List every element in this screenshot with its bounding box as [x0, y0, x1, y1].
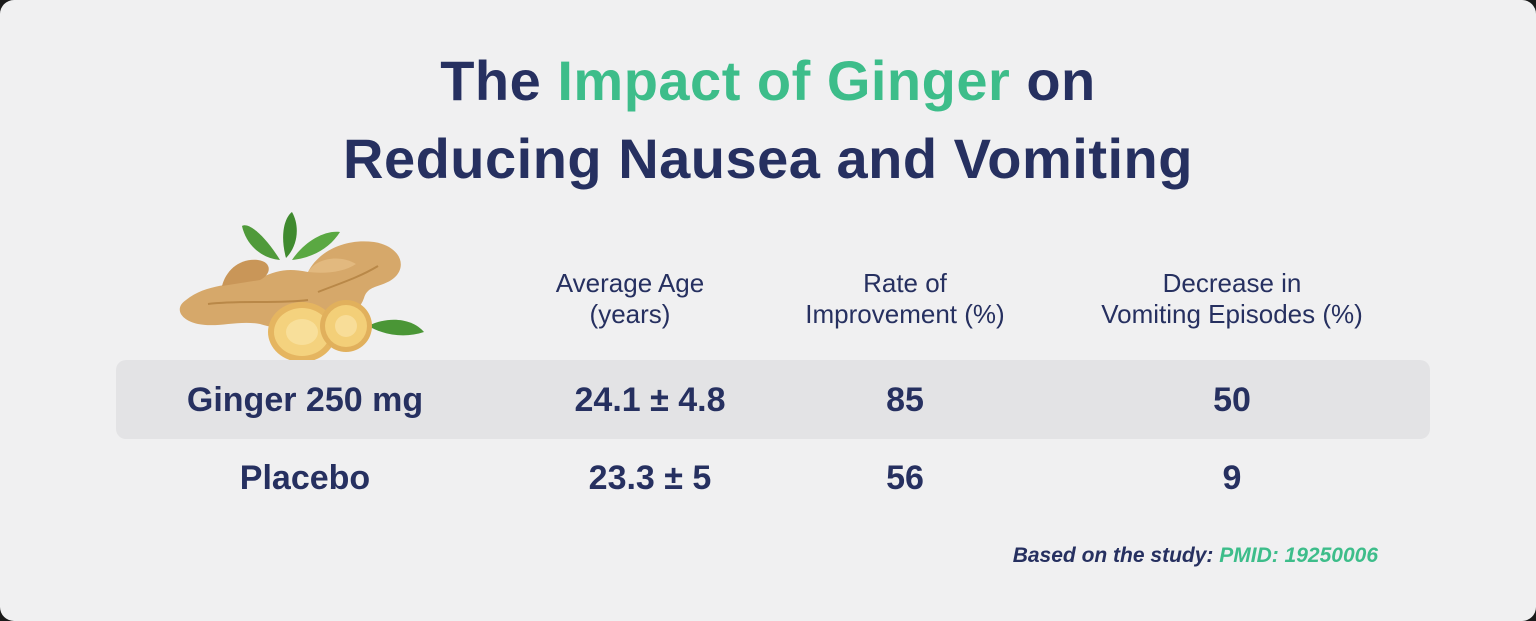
title-accent: Impact of Ginger: [557, 49, 1011, 112]
title-line-1: The Impact of Ginger on: [0, 46, 1536, 116]
column-header-line: (years): [589, 299, 671, 329]
column-header-rate-of-improvement: Rate of Improvement (%): [770, 268, 1040, 330]
footnote-prefix: Based on the study:: [1012, 544, 1220, 567]
ginger-root-image: [179, 212, 424, 362]
cell-ginger-decrease-vomiting: 50: [1213, 381, 1251, 419]
column-header-line: Average Age: [555, 268, 705, 298]
column-header-line: Vomiting Episodes (%): [1101, 299, 1363, 329]
column-header-line: Decrease in: [1162, 268, 1302, 298]
cell-placebo-average-age: 23.3 ± 5: [588, 459, 712, 497]
cell-ginger-rate-of-improvement: 85: [886, 381, 924, 419]
column-header-line: Rate of: [863, 268, 947, 298]
cell-placebo-rate-of-improvement: 56: [886, 459, 924, 497]
cell-ginger-average-age: 24.1 ± 4.8: [574, 381, 726, 419]
row-label-ginger: Ginger 250 mg: [186, 381, 424, 419]
cell-placebo-decrease-vomiting: 9: [1222, 459, 1242, 497]
highlighted-row-background: [116, 360, 1430, 439]
footnote-reference: PMID: 19250006: [1219, 544, 1378, 567]
title-suffix: on: [1010, 49, 1096, 112]
column-header-decrease-vomiting: Decrease in Vomiting Episodes (%): [1070, 268, 1394, 330]
source-footnote: Based on the study: PMID: 19250006: [1013, 544, 1378, 568]
column-header-line: Improvement (%): [805, 299, 1005, 329]
column-header-average-age: Average Age (years): [520, 268, 740, 330]
title-line-2: Reducing Nausea and Vomiting: [343, 127, 1193, 190]
title-prefix: The: [440, 49, 558, 112]
row-label-placebo: Placebo: [239, 459, 371, 497]
